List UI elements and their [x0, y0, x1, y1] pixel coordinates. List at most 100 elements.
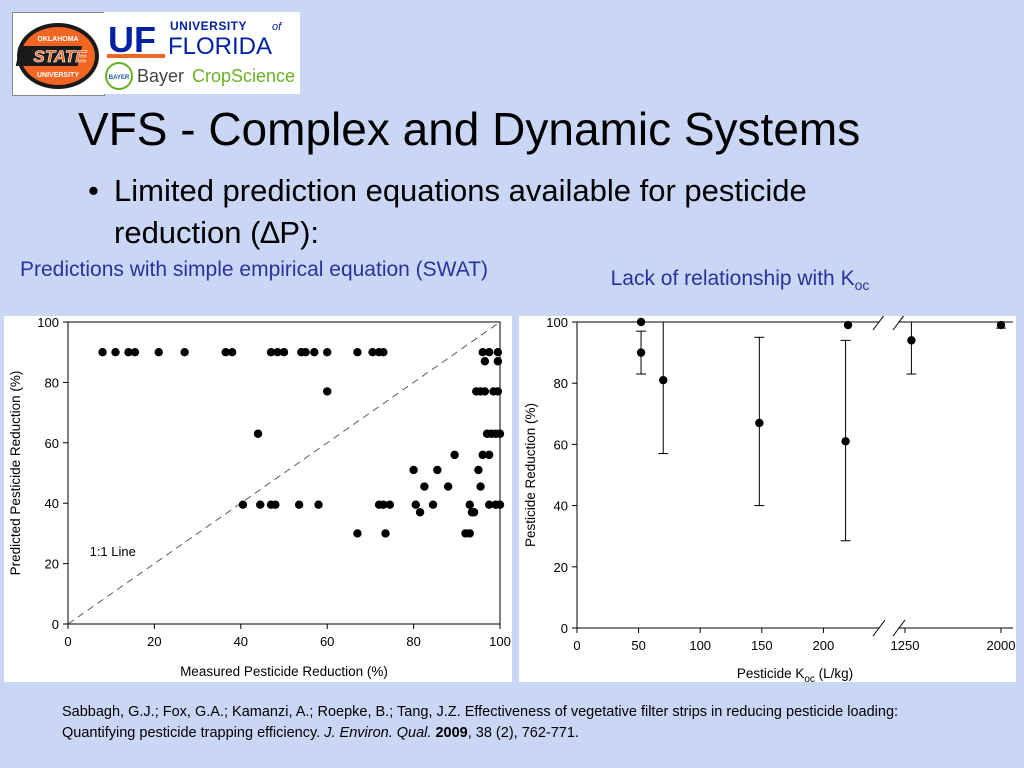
data-point	[755, 418, 764, 428]
swat-scatter-chart: 0 20 40 60 80 100 0 20 40 60 80 100 1:1 Line Measured…	[4, 315, 512, 682]
bayer-cross-icon: BAYER	[105, 62, 133, 90]
data-point	[266, 348, 276, 357]
data-point	[353, 348, 362, 357]
data-point	[301, 348, 310, 357]
data-point	[636, 348, 646, 357]
one-to-one-line	[67, 321, 501, 625]
axis-break-mark	[892, 619, 906, 637]
y-tick-label: 0	[561, 621, 568, 636]
data-point	[415, 508, 425, 517]
data-point	[353, 529, 362, 538]
data-point	[495, 429, 505, 438]
data-point	[379, 348, 388, 357]
x-axis-label-main: Pesticide K	[737, 666, 805, 681]
data-point	[310, 348, 319, 357]
x-tick-label: 60	[320, 634, 334, 649]
data-point	[841, 437, 850, 446]
data-point	[428, 500, 438, 509]
y-tick-label: 80	[554, 376, 568, 391]
data-point	[433, 465, 442, 475]
x-axis-label: Measured Pesticide Reduction (%)	[180, 664, 388, 679]
slide-title: VFS - Complex and Dynamic Systems	[78, 103, 861, 155]
citation-authors: Sabbagh, G.J.; Fox, G.A.; Kamanzi, A.; R…	[62, 704, 899, 741]
x-tick-label: 100	[489, 634, 511, 649]
bayer-division: CropScience	[192, 66, 295, 86]
citation: Sabbagh, G.J.; Fox, G.A.; Kamanzi, A.; R…	[62, 702, 962, 744]
uf-mark: UF	[108, 19, 156, 60]
y-tick-label: 0	[52, 617, 59, 632]
osu-logo-text-bottom: UNIVERSITY	[37, 72, 79, 79]
y-tick-label: 60	[45, 436, 59, 451]
data-point	[996, 320, 1006, 330]
data-point	[273, 348, 282, 357]
y-tick-label: 100	[546, 316, 568, 330]
data-point	[381, 529, 390, 538]
axis-break-mark	[892, 313, 906, 331]
data-point	[465, 529, 474, 538]
data-point	[271, 500, 280, 509]
x-tick-label: 50	[631, 638, 645, 653]
data-point	[485, 348, 494, 357]
x-tick-label: 0	[573, 638, 580, 653]
oklahoma-state-logo: OKLAHOMA STATE UNIVERSITY	[12, 12, 105, 96]
data-point	[323, 387, 332, 396]
x-tick-label: 80	[406, 634, 420, 649]
data-point	[227, 348, 237, 357]
citation-journal: J. Environ. Qual.	[324, 725, 432, 741]
koc-scatter-svg: 0 50 100 150 200 1250 2000 0 20 40 60 80 100 Pesticid…	[523, 313, 1016, 685]
data-point	[130, 348, 140, 357]
bullet-text: Limited prediction equations available f…	[114, 173, 807, 250]
data-point	[411, 500, 420, 509]
bayer-name: Bayer	[137, 66, 184, 86]
y-tick-label: 60	[554, 437, 568, 452]
x-axis-label-unit: (L/kg)	[815, 666, 853, 681]
y-tick-label: 80	[45, 375, 59, 390]
data-point	[485, 450, 494, 460]
axis-break-mark	[872, 619, 886, 637]
data-point	[256, 500, 265, 509]
bullet-dot: •	[88, 173, 99, 208]
y-tick-label: 100	[37, 316, 59, 330]
right-caption-main: Lack of relationship with K	[610, 267, 855, 290]
data-point	[443, 482, 453, 491]
data-point	[111, 348, 120, 357]
osu-logo-text-main: STATE	[33, 47, 87, 66]
data-point	[379, 500, 388, 509]
uf-university-text: UNIVERSITY	[170, 19, 247, 33]
data-point	[493, 348, 503, 357]
data-point	[238, 500, 248, 509]
data-point	[495, 500, 505, 509]
data-point	[154, 348, 163, 357]
x-tick-label: 2000	[987, 638, 1016, 653]
data-point	[480, 357, 490, 366]
data-point	[385, 500, 395, 509]
y-tick-label: 20	[554, 560, 568, 575]
data-point	[474, 465, 483, 475]
uf-florida-text: FLORIDA	[168, 33, 272, 60]
uf-of-text: of	[272, 21, 282, 33]
data-point	[323, 348, 332, 357]
x-tick-label: 20	[147, 634, 161, 649]
left-chart-caption: Predictions with simple empirical equati…	[20, 258, 488, 281]
data-point	[98, 348, 107, 357]
data-point	[480, 387, 490, 396]
data-point	[221, 348, 230, 357]
x-tick-label: 200	[813, 638, 835, 653]
citation-year: 2009	[435, 725, 468, 741]
x-tick-label: 100	[689, 638, 711, 653]
one-to-one-label: 1:1 Line	[90, 544, 136, 559]
data-point	[279, 348, 289, 357]
data-point	[368, 348, 377, 357]
data-point	[180, 348, 189, 357]
data-point	[485, 500, 494, 509]
swat-scatter-svg: 0 20 40 60 80 100 0 20 40 60 80 100 1:1 Line Measured…	[8, 315, 511, 679]
uf-bayer-logo: UF UNIVERSITY of FLORIDA BAYER Bayer Cro…	[104, 12, 300, 94]
data-point	[478, 450, 487, 460]
x-axis-label: Pesticide Koc (L/kg)	[737, 666, 853, 682]
data-point	[294, 500, 304, 509]
right-caption-sub: oc	[854, 277, 870, 294]
right-chart-caption: Lack of relationship with Koc	[560, 265, 920, 299]
data-point	[659, 375, 668, 385]
data-point	[124, 348, 133, 357]
citation-rest: , 38 (2), 762-771.	[467, 725, 579, 741]
